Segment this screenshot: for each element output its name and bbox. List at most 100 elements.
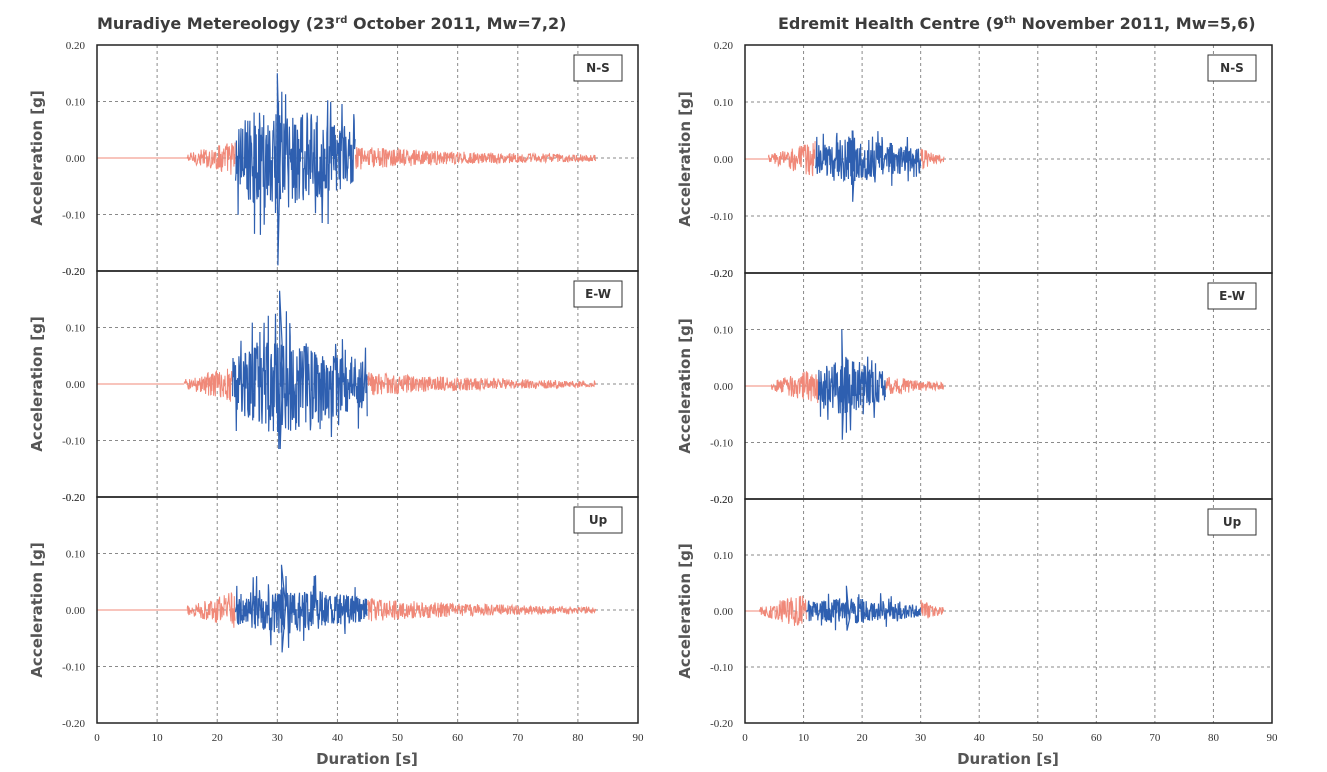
weak-motion-trace-onset — [183, 368, 233, 402]
y-tick-label: 0.20 — [714, 40, 734, 52]
y-tick-label: -0.20 — [62, 492, 85, 504]
x-tick-label: 70 — [1149, 732, 1161, 744]
y-tick-label: -0.20 — [62, 718, 85, 730]
y-axis-label: Acceleration [g] — [676, 318, 694, 453]
x-tick-label: 60 — [1091, 732, 1103, 744]
strong-motion-trace — [817, 329, 886, 440]
component-label-box — [573, 280, 623, 308]
y-tick-label: 0.00 — [66, 379, 86, 391]
component-label: E-W — [585, 287, 611, 301]
weak-motion-trace-coda — [367, 597, 597, 622]
y-tick-label: 0.20 — [714, 268, 734, 280]
y-axis-label: Acceleration [g] — [28, 542, 46, 677]
x-tick-label: 10 — [152, 732, 164, 744]
component-label-box — [1207, 282, 1257, 310]
y-tick-label: 0.20 — [66, 40, 86, 52]
component-label: N-S — [586, 61, 610, 75]
y-tick-label: 0.00 — [714, 154, 734, 166]
y-tick-label: 0.00 — [714, 381, 734, 393]
y-tick-label: -0.10 — [710, 438, 733, 450]
x-tick-label: 90 — [633, 732, 645, 744]
y-tick-label: 0.10 — [714, 97, 734, 109]
panel-up: Up 0.20 0.10 0.00 -0.10 -0.20 Acceleration [g] — [28, 492, 639, 730]
component-label: N-S — [1220, 61, 1244, 75]
x-tick-label: 80 — [1208, 732, 1220, 744]
y-tick-label: -0.20 — [62, 266, 85, 278]
strong-motion-trace — [815, 130, 922, 202]
weak-motion-trace-coda — [920, 148, 945, 170]
x-tick-label: 0 — [94, 732, 100, 744]
x-tick-label: 60 — [452, 732, 464, 744]
x-tick-label: 30 — [272, 732, 284, 744]
y-tick-label: 0.10 — [714, 325, 734, 337]
weak-motion-trace-onset — [770, 371, 819, 404]
weak-motion-trace-coda — [885, 376, 945, 395]
y-tick-label: -0.10 — [62, 662, 85, 674]
y-tick-label: 0.20 — [714, 494, 734, 506]
weak-motion-trace-coda — [355, 147, 597, 170]
y-tick-label: -0.10 — [62, 210, 85, 222]
x-tick-label: 40 — [974, 732, 986, 744]
weak-motion-trace-onset — [767, 141, 816, 177]
y-axis-label: Acceleration [g] — [28, 316, 46, 451]
y-tick-label: -0.10 — [710, 211, 733, 223]
chart-title: Edremit Health Centre (9th November 2011… — [778, 14, 1256, 33]
x-tick-label: 80 — [572, 732, 584, 744]
y-tick-label: -0.20 — [710, 494, 733, 506]
y-axis-label: Acceleration [g] — [676, 91, 694, 226]
strong-motion-trace — [235, 564, 368, 653]
x-tick-label: 30 — [915, 732, 927, 744]
weak-motion-trace-onset — [186, 142, 236, 175]
y-tick-label: -0.10 — [62, 436, 85, 448]
chart-title: Muradiye Metereology (23rd October 2011,… — [97, 14, 566, 33]
x-tick-label: 40 — [332, 732, 344, 744]
x-tick-label: 20 — [857, 732, 869, 744]
y-tick-label: 0.10 — [66, 323, 86, 335]
weak-motion-trace-coda — [367, 372, 597, 396]
panel-ew: E-W 0.20 0.10 0.00 -0.10 -0.20 Acceleration [g… — [28, 266, 639, 504]
strong-motion-trace — [232, 290, 368, 450]
y-tick-label: 0.10 — [714, 550, 734, 562]
y-tick-label: 0.20 — [66, 492, 86, 504]
x-tick-label: 90 — [1267, 732, 1279, 744]
component-label: E-W — [1219, 289, 1245, 303]
chart-2: Edremit Health Centre (9th November 2011… — [676, 14, 1278, 768]
y-tick-label: 0.00 — [66, 153, 86, 165]
y-tick-label: 0.00 — [66, 605, 86, 617]
component-label-box — [573, 506, 623, 534]
component-label-box — [1207, 508, 1257, 536]
x-tick-label: 50 — [1032, 732, 1044, 744]
component-label: Up — [1223, 515, 1242, 529]
panel-ew: E-W 0.20 0.10 0.00 -0.10 -0.20 Acceleration [g… — [676, 268, 1273, 506]
panel-ns: N-S 0.20 0.10 0.00 -0.10 -0.20 Acceleration [g… — [28, 40, 639, 278]
component-label: Up — [589, 513, 608, 527]
x-tick-label: 10 — [798, 732, 810, 744]
weak-motion-trace-onset — [186, 592, 236, 628]
y-tick-label: -0.20 — [710, 718, 733, 730]
panel-frame — [744, 498, 1273, 724]
component-label-box — [573, 54, 623, 82]
y-axis-label: Acceleration [g] — [28, 90, 46, 225]
component-label-box — [1207, 54, 1257, 82]
x-axis-label: Duration [s] — [316, 750, 418, 768]
y-tick-label: -0.10 — [710, 662, 733, 674]
y-tick-label: 0.10 — [66, 549, 86, 561]
y-tick-label: 0.00 — [714, 606, 734, 618]
y-tick-label: 0.10 — [66, 97, 86, 109]
y-tick-label: -0.20 — [710, 268, 733, 280]
y-tick-label: 0.20 — [66, 266, 86, 278]
x-tick-label: 0 — [742, 732, 748, 744]
chart-1: Muradiye Metereology (23rd October 2011,… — [28, 14, 644, 768]
panel-ns: N-S 0.20 0.10 0.00 -0.10 -0.20 Acceleration [g… — [676, 40, 1273, 280]
x-axis-label: Duration [s] — [957, 750, 1059, 768]
panel-up: Up 0.20 0.10 0.00 -0.10 -0.20 Acceleration [g] — [676, 494, 1273, 730]
weak-motion-trace-onset — [759, 595, 807, 626]
x-tick-label: 20 — [212, 732, 224, 744]
weak-motion-trace-coda — [920, 599, 945, 619]
y-axis-label: Acceleration [g] — [676, 543, 694, 678]
x-tick-label: 70 — [512, 732, 524, 744]
panel-frame — [96, 496, 639, 724]
strong-motion-trace — [806, 585, 921, 631]
strong-motion-trace — [235, 73, 356, 266]
